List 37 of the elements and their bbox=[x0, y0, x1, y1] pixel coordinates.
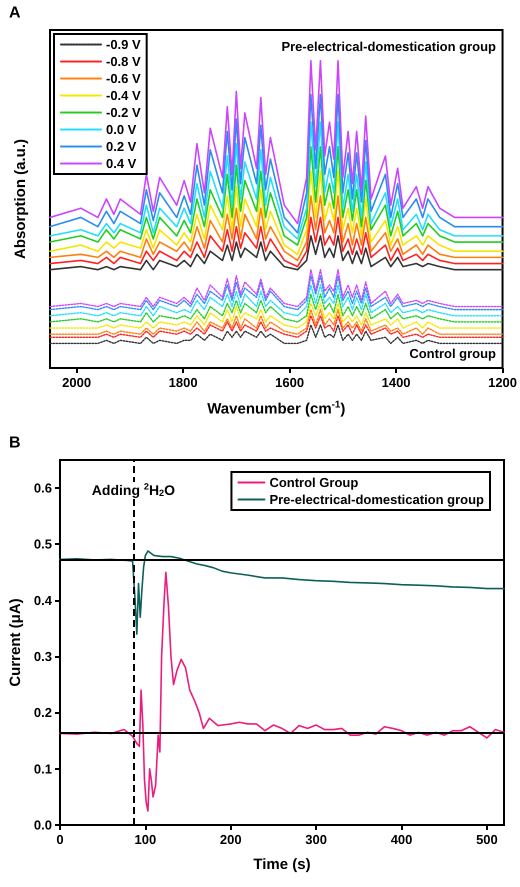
y-tick-label: 0.5 bbox=[34, 536, 52, 552]
legend-label: 0.4 V bbox=[106, 156, 137, 171]
text: Pre-electrical-domestication group bbox=[281, 39, 496, 54]
y-tick-label: 0.0 bbox=[34, 818, 52, 832]
line-series bbox=[59, 550, 505, 635]
x-tick-label: 400 bbox=[390, 832, 412, 847]
x-tick-label: 1600 bbox=[275, 375, 304, 390]
y-tick-label: 0.4 bbox=[34, 592, 53, 608]
x-tick-label: 1800 bbox=[168, 375, 198, 390]
x-tick-label: 500 bbox=[476, 832, 498, 847]
chart-title: B bbox=[9, 434, 21, 452]
legend-label: -0.2 V bbox=[106, 105, 142, 120]
legend-label: 0.2 V bbox=[106, 139, 137, 154]
x-axis-title: Time (s) bbox=[253, 856, 311, 873]
annotation: Control group bbox=[409, 346, 496, 361]
y-tick-label: 0.3 bbox=[34, 649, 52, 664]
legend-label: Pre-electrical-domestication group bbox=[269, 492, 484, 507]
legend-label: 0.0 V bbox=[106, 122, 137, 137]
line-series bbox=[59, 572, 505, 812]
y-axis-title: Current (μA) bbox=[7, 598, 24, 687]
y-tick-label: 0.6 bbox=[34, 480, 52, 496]
legend-label: -0.4 V bbox=[106, 88, 142, 103]
x-tick-label: 300 bbox=[305, 832, 327, 847]
x-tick-label: 100 bbox=[134, 832, 156, 847]
legend-label: Control Group bbox=[269, 475, 358, 490]
legend-label: -0.6 V bbox=[106, 71, 142, 86]
y-axis-title: Absorption (a.u.) bbox=[12, 139, 29, 259]
x-tick-label: 200 bbox=[220, 832, 242, 847]
y-tick-label: 0.1 bbox=[34, 761, 52, 776]
legend-label: -0.9 V bbox=[106, 37, 142, 52]
y-tick-label: 0.2 bbox=[34, 705, 52, 720]
x-tick-label: 2000 bbox=[62, 375, 92, 390]
x-tick-label: 1400 bbox=[382, 375, 411, 390]
x-tick-label: 1200 bbox=[488, 375, 517, 390]
chart-title: A bbox=[9, 4, 21, 22]
x-tick-label: 0 bbox=[56, 832, 64, 847]
legend-label: -0.8 V bbox=[106, 54, 142, 69]
